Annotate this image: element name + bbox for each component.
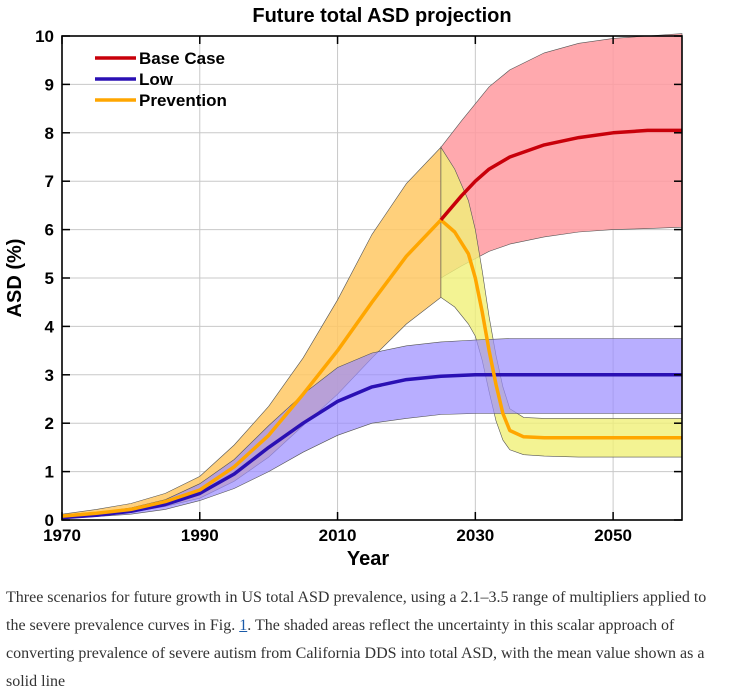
y-tick-label-8: 8 [45, 124, 54, 143]
base-case-mean-line [439, 128, 682, 222]
figure-reference-link[interactable]: 1 [239, 617, 248, 634]
y-axis-label: ASD (%) [4, 239, 26, 318]
y-tick-label-6: 6 [45, 221, 54, 240]
y-tick-label-3: 3 [45, 366, 54, 385]
legend-label-0: Base Case [139, 49, 225, 68]
legend-label-1: Low [139, 70, 174, 89]
y-tick-label-0: 0 [45, 511, 54, 530]
legend-label-2: Prevention [139, 91, 227, 110]
legend: Base Case Low Prevention [95, 49, 227, 110]
caption-text-end: . The shaded areas reflect the uncertain… [6, 617, 705, 690]
y-tick-label-10: 10 [35, 27, 54, 46]
x-tick-label-2030: 2030 [456, 526, 494, 545]
y-tick-label-5: 5 [45, 269, 54, 288]
x-tick-label-2010: 2010 [319, 526, 357, 545]
x-tick-label-1970: 1970 [43, 526, 81, 545]
low-mean-line [61, 373, 682, 520]
y-tick-label-7: 7 [45, 172, 54, 191]
caption-text: Three scenarios for future growth in US … [6, 589, 707, 634]
chart-panel: 1970 1990 2010 2030 2050 0 1 2 3 4 5 6 7 8 9 10 Future t… [4, 5, 683, 570]
x-tick-label-1990: 1990 [181, 526, 219, 545]
prevention-mean-line [61, 218, 682, 518]
x-tick-label-2050: 2050 [594, 526, 632, 545]
x-axis-label: Year [347, 548, 389, 570]
y-tick-label-2: 2 [45, 414, 54, 433]
chart-svg: 1970 1990 2010 2030 2050 0 1 2 3 4 5 6 7 8 9 10 Future t… [4, 5, 683, 570]
chart-title: Future total ASD projection [252, 5, 511, 27]
figure-caption: Three scenarios for future growth in US … [6, 584, 728, 696]
y-tick-label-4: 4 [45, 317, 55, 336]
y-tick-label-1: 1 [45, 463, 54, 482]
y-tick-label-9: 9 [45, 75, 54, 94]
